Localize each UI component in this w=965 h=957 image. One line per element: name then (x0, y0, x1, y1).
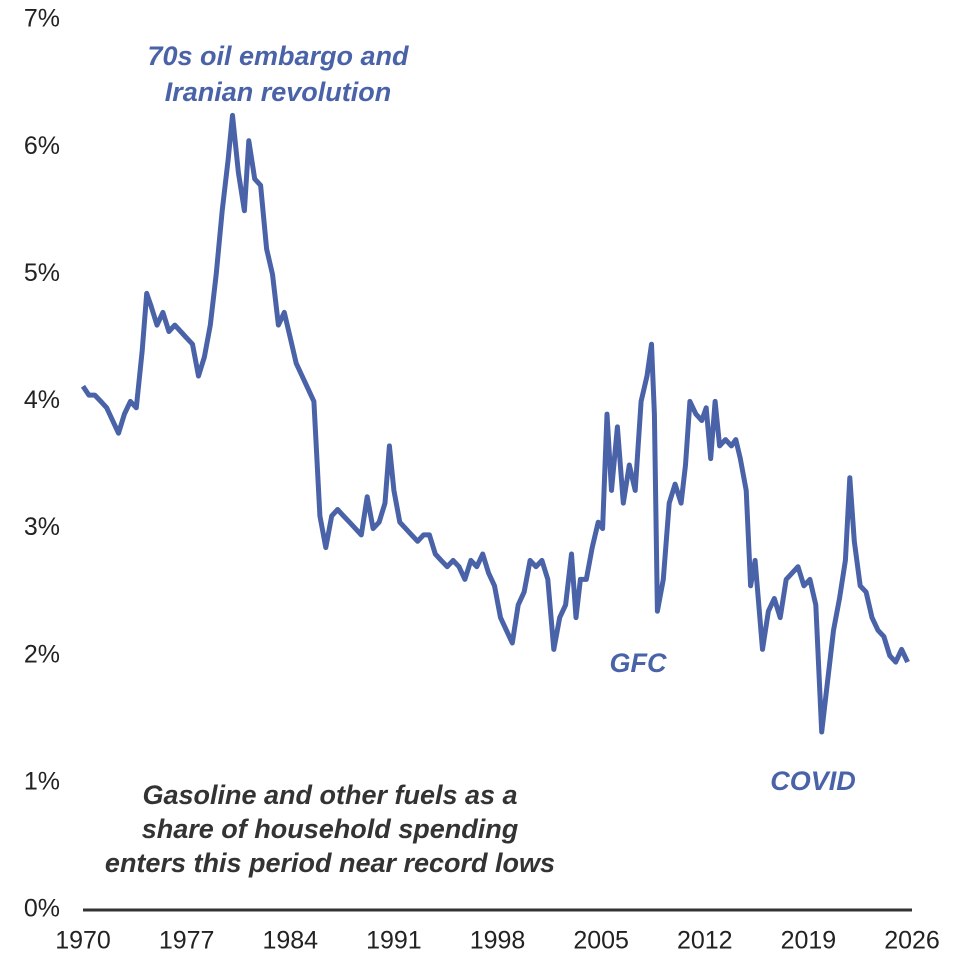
x-tick-label: 2026 (884, 927, 940, 955)
annotation: GFC (610, 648, 667, 678)
x-tick-label: 1991 (366, 927, 422, 955)
annotation: COVID (770, 766, 856, 796)
x-tick-label: 1977 (159, 927, 215, 955)
x-tick-label: 1970 (55, 927, 111, 955)
annotation: 70s oil embargo and (147, 41, 409, 71)
y-tick-label: 3% (24, 513, 60, 541)
y-tick-label: 2% (24, 640, 60, 668)
y-tick-label: 7% (24, 5, 60, 33)
y-tick-label: 0% (24, 895, 60, 923)
y-tick-label: 5% (24, 259, 60, 287)
x-tick-label: 2019 (781, 927, 837, 955)
annotation: Gasoline and other fuels as a (142, 780, 517, 810)
annotation: Iranian revolution (165, 77, 392, 107)
y-tick-label: 1% (24, 767, 60, 795)
x-tick-label: 2012 (677, 927, 733, 955)
annotation: enters this period near record lows (105, 848, 555, 878)
y-tick-label: 4% (24, 386, 60, 414)
x-tick-label: 2005 (573, 927, 629, 955)
data-line (80, 112, 910, 735)
x-tick-label: 1998 (470, 927, 526, 955)
x-tick-label: 1984 (262, 927, 318, 955)
y-tick-label: 6% (24, 132, 60, 160)
annotation: share of household spending (142, 814, 519, 844)
